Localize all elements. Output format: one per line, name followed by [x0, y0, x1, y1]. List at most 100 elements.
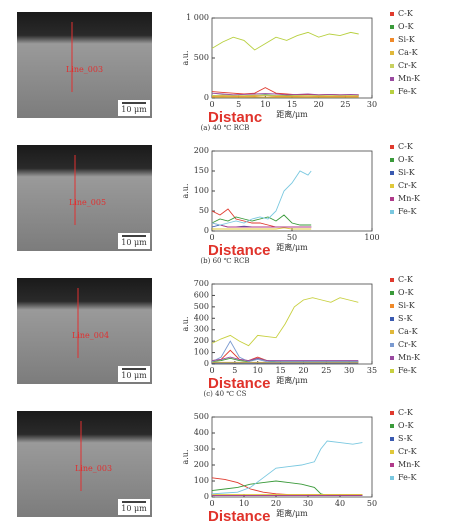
x-tick-label: 30 — [303, 499, 313, 508]
legend-swatch — [390, 463, 394, 467]
legend-label: Fe-K — [398, 87, 418, 96]
y-axis-label: a.u. — [181, 50, 190, 65]
legend-swatch — [390, 184, 394, 188]
legend-swatch — [390, 343, 394, 347]
legend-swatch — [390, 291, 394, 295]
x-tick-label: 35 — [367, 366, 377, 375]
x-tick-label: 10 — [260, 100, 270, 109]
legend-swatch — [390, 25, 394, 29]
x-tick-label: 15 — [275, 366, 285, 375]
series-line — [211, 340, 359, 363]
x-tick-label: 50 — [287, 233, 297, 242]
series-line — [211, 92, 359, 96]
legend-label: Mn-K — [398, 353, 421, 362]
legend-label: Mn-K — [398, 194, 421, 203]
legend-swatch — [390, 411, 394, 415]
x-tick-label: 40 — [335, 499, 345, 508]
x-tick-label: 0 — [209, 499, 214, 508]
scale-bar-box — [118, 366, 150, 382]
legend-swatch — [390, 424, 394, 428]
caption: (b) 60 ℃ RCB — [200, 257, 249, 265]
y-tick-label: 600 — [194, 290, 209, 299]
scale-bar-box — [118, 233, 150, 249]
legend-swatch — [390, 437, 394, 441]
series-line — [211, 440, 363, 495]
legend-label: Ca-K — [398, 327, 419, 336]
legend-swatch — [390, 12, 394, 16]
series-line — [211, 87, 359, 96]
legend-swatch — [390, 330, 394, 334]
x-tick-label: 20 — [298, 366, 308, 375]
y-tick-label: 400 — [194, 313, 209, 322]
legend-swatch — [390, 51, 394, 55]
y-tick-label: 0 — [204, 492, 209, 501]
series-line — [211, 95, 359, 97]
x-tick-label: 20 — [314, 100, 324, 109]
plot-frame — [211, 17, 373, 99]
x-tick-label: 0 — [209, 366, 214, 375]
x-tick-label: 10 — [253, 366, 263, 375]
y-tick-label: 200 — [194, 336, 209, 345]
x-axis-label: 距离/μm — [276, 375, 308, 385]
y-tick-label: 100 — [194, 476, 209, 485]
legend-swatch — [390, 304, 394, 308]
legend-label: Si-K — [398, 35, 416, 44]
legend-label: Ca-K — [398, 48, 419, 57]
legend-label: S-K — [398, 314, 413, 323]
y-tick-label: 150 — [194, 166, 209, 175]
y-axis-label: a.u. — [181, 183, 190, 198]
series-line — [211, 297, 359, 347]
y-tick-label: 500 — [194, 302, 209, 311]
annotation: Distance — [208, 508, 271, 525]
legend-swatch — [390, 90, 394, 94]
legend-label: O-K — [398, 288, 415, 297]
caption: (c) 40 ℃ CS — [204, 390, 247, 398]
legend-label: Mn-K — [398, 460, 421, 469]
x-tick-label: 5 — [232, 366, 237, 375]
x-tick-label: 30 — [344, 366, 354, 375]
x-tick-label: 50 — [367, 499, 377, 508]
plot-frame — [211, 283, 373, 365]
legend-swatch — [390, 197, 394, 201]
y-tick-label: 100 — [194, 348, 209, 357]
scale-bar-box — [118, 499, 150, 515]
x-tick-label: 0 — [209, 233, 214, 242]
x-tick-label: 15 — [287, 100, 297, 109]
series-line — [211, 170, 312, 226]
y-tick-label: 400 — [194, 428, 209, 437]
legend-label: O-K — [398, 421, 415, 430]
y-tick-label: 50 — [199, 206, 209, 215]
y-tick-label: 0 — [204, 226, 209, 235]
scale-bar-label: 10 μm — [121, 504, 147, 513]
series-line — [211, 222, 312, 228]
legend-label: Cr-K — [398, 181, 418, 190]
y-tick-label: 500 — [194, 53, 209, 62]
legend-swatch — [390, 450, 394, 454]
legend-swatch — [390, 210, 394, 214]
scan-line-label: Line_003 — [75, 464, 112, 473]
legend-swatch — [390, 476, 394, 480]
x-tick-label: 25 — [340, 100, 350, 109]
legend-label: O-K — [398, 155, 415, 164]
legend-swatch — [390, 38, 394, 42]
y-axis-label: a.u. — [181, 316, 190, 331]
x-axis-label: 距离/μm — [276, 508, 308, 518]
y-tick-label: 300 — [194, 444, 209, 453]
legend-swatch — [390, 158, 394, 162]
y-tick-label: 100 — [194, 186, 209, 195]
x-tick-label: 30 — [367, 100, 377, 109]
legend-swatch — [390, 278, 394, 282]
legend-label: Cr-K — [398, 447, 418, 456]
legend-label: Si-K — [398, 301, 416, 310]
legend-label: Mn-K — [398, 74, 421, 83]
x-axis-label: 距离/μm — [276, 109, 308, 119]
legend-label: Fe-K — [398, 473, 418, 482]
annotation: Distance — [208, 375, 271, 392]
legend-swatch — [390, 64, 394, 68]
caption: (a) 40 ℃ RCB — [201, 124, 250, 132]
y-tick-label: 0 — [204, 359, 209, 368]
x-tick-label: 25 — [321, 366, 331, 375]
y-tick-label: 200 — [194, 460, 209, 469]
scale-bar-label: 10 μm — [121, 238, 147, 247]
